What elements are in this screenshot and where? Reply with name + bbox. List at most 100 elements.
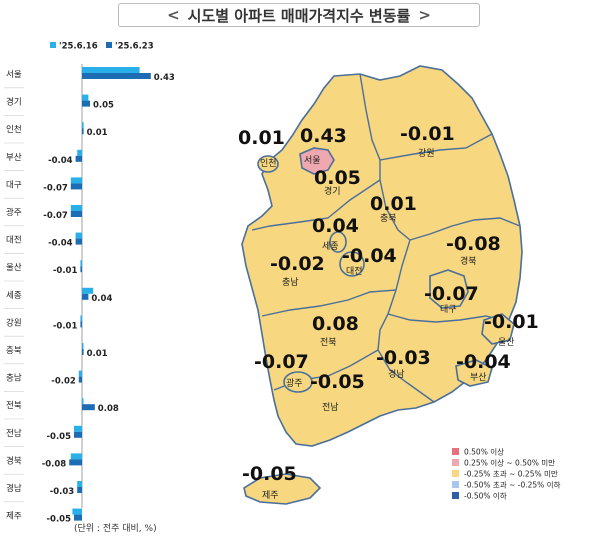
legend-swatch	[452, 448, 459, 455]
bar-this-week	[80, 321, 82, 328]
bar-this-week	[80, 266, 82, 273]
bar-prev-week	[74, 425, 82, 432]
category-label: 광주	[6, 207, 22, 218]
region-name: 부산	[470, 372, 487, 383]
region-value: 0.05	[314, 167, 361, 189]
bar-this-week	[70, 183, 82, 190]
legend-label: -0.50% 초과 ~ -0.25% 이하	[464, 480, 561, 490]
region-name: 대전	[346, 266, 363, 277]
region-value: -0.08	[446, 233, 501, 255]
category-label: 경북	[6, 455, 22, 466]
sejong-shape	[329, 231, 347, 253]
page-title: 시도별 아파트 매매가격지수 변동률	[187, 6, 411, 25]
bar-prev-week	[82, 122, 84, 129]
category-label: 서울	[6, 70, 22, 80]
region-value: -0.04	[456, 351, 511, 373]
bar-prev-week	[80, 315, 82, 322]
region-value: -0.07	[254, 351, 309, 373]
category-label: 전남	[6, 428, 22, 439]
region-name: 서울	[304, 155, 321, 166]
region-value: -0.03	[376, 347, 431, 369]
data-label: -0.05	[47, 432, 72, 442]
bar-prev-week	[70, 177, 82, 184]
bar-prev-week	[82, 94, 89, 101]
bar-this-week	[82, 100, 90, 107]
bar-prev-week	[78, 370, 82, 377]
bar-prev-week	[70, 205, 82, 211]
data-label: 0.08	[98, 404, 119, 414]
region-name: 전남	[322, 402, 339, 413]
map-legend: 0.50% 이상0.25% 이상 ~ 0.50% 미만 -0.25% 초과 ~ 0…	[452, 447, 561, 501]
legend-swatch-this	[106, 42, 112, 48]
legend-swatch	[452, 459, 459, 466]
title-box: < 시도별 아파트 매매가격지수 변동률 >	[118, 3, 480, 27]
bar-prev-week	[70, 453, 82, 460]
region-name: 대구	[440, 304, 457, 315]
data-label: 0.43	[154, 73, 175, 83]
data-label: -0.01	[53, 266, 78, 276]
bar-this-week	[74, 514, 82, 521]
region-value: -0.02	[270, 253, 325, 275]
region-name: 제주	[262, 490, 279, 501]
ulsan-shape	[481, 313, 515, 345]
bar-this-week	[82, 349, 84, 355]
bar-prev-week	[75, 232, 82, 239]
legend-swatch	[452, 481, 459, 488]
data-label: 0.01	[87, 128, 108, 138]
daejeon-shape	[339, 251, 365, 277]
legend-label: 0.50% 이상	[464, 447, 504, 457]
category-label: 경기	[6, 97, 22, 108]
region-name: 전북	[320, 337, 337, 348]
bar-this-week	[69, 459, 82, 466]
bar-this-week	[82, 128, 84, 135]
daegu-shape	[429, 269, 469, 309]
data-label: -0.01	[53, 321, 78, 331]
legend-label: -0.50% 이하	[464, 491, 507, 501]
unit-note: (단위 : 전주 대비, %)	[74, 524, 157, 534]
legend-swatch	[452, 470, 459, 477]
bar-prev-week	[82, 398, 84, 405]
region-borders	[251, 73, 521, 403]
legend-label: 0.25% 이상 ~ 0.50% 미만	[464, 458, 555, 468]
region-name: 강원	[418, 148, 435, 159]
region-name: 경북	[460, 255, 477, 267]
bar-this-week	[74, 431, 82, 438]
bar-prev-week	[82, 287, 94, 294]
bar-this-week	[75, 155, 82, 162]
incheon-island-shape	[257, 155, 279, 173]
region-name: 충남	[282, 277, 299, 288]
category-label: 충북	[6, 346, 22, 356]
data-label: -0.02	[51, 377, 76, 387]
region-name: 경남	[388, 368, 405, 380]
category-label: 경남	[6, 483, 22, 494]
chevron-left-icon: <	[167, 6, 180, 24]
bar-this-week	[78, 376, 82, 383]
region-value: 0.08	[312, 313, 359, 335]
bar-this-week	[82, 404, 95, 411]
category-label: 울산	[6, 262, 22, 273]
data-label: -0.07	[43, 183, 68, 193]
legend-label-this: '25.6.23	[115, 42, 154, 52]
data-label: -0.04	[48, 239, 73, 249]
bar-prev-week	[77, 149, 82, 156]
region-value: -0.05	[310, 371, 365, 393]
bar-prev-week	[80, 260, 82, 267]
bar-this-week	[82, 293, 89, 300]
map-shapes	[241, 65, 523, 505]
category-label: 전북	[6, 400, 22, 411]
data-label: -0.04	[48, 156, 73, 166]
bar-chart: '25.6.16 '25.6.23 서울 0.43 경기 0.05 인천 0.01 부산 -0.0…	[4, 42, 175, 525]
region-name: 울산	[498, 337, 515, 348]
region-value: -0.04	[342, 245, 397, 267]
region-value: -0.01	[400, 123, 455, 145]
gwangju-shape	[283, 371, 313, 393]
category-label: 제주	[6, 512, 22, 522]
legend-label-prev: '25.6.16	[59, 42, 98, 52]
category-label: 강원	[6, 317, 22, 328]
jeju-shape	[243, 473, 322, 505]
bar-prev-week	[72, 508, 82, 515]
region-value: 0.01	[238, 127, 285, 149]
busan-shape	[455, 359, 493, 387]
region-value: 0.43	[300, 125, 347, 147]
